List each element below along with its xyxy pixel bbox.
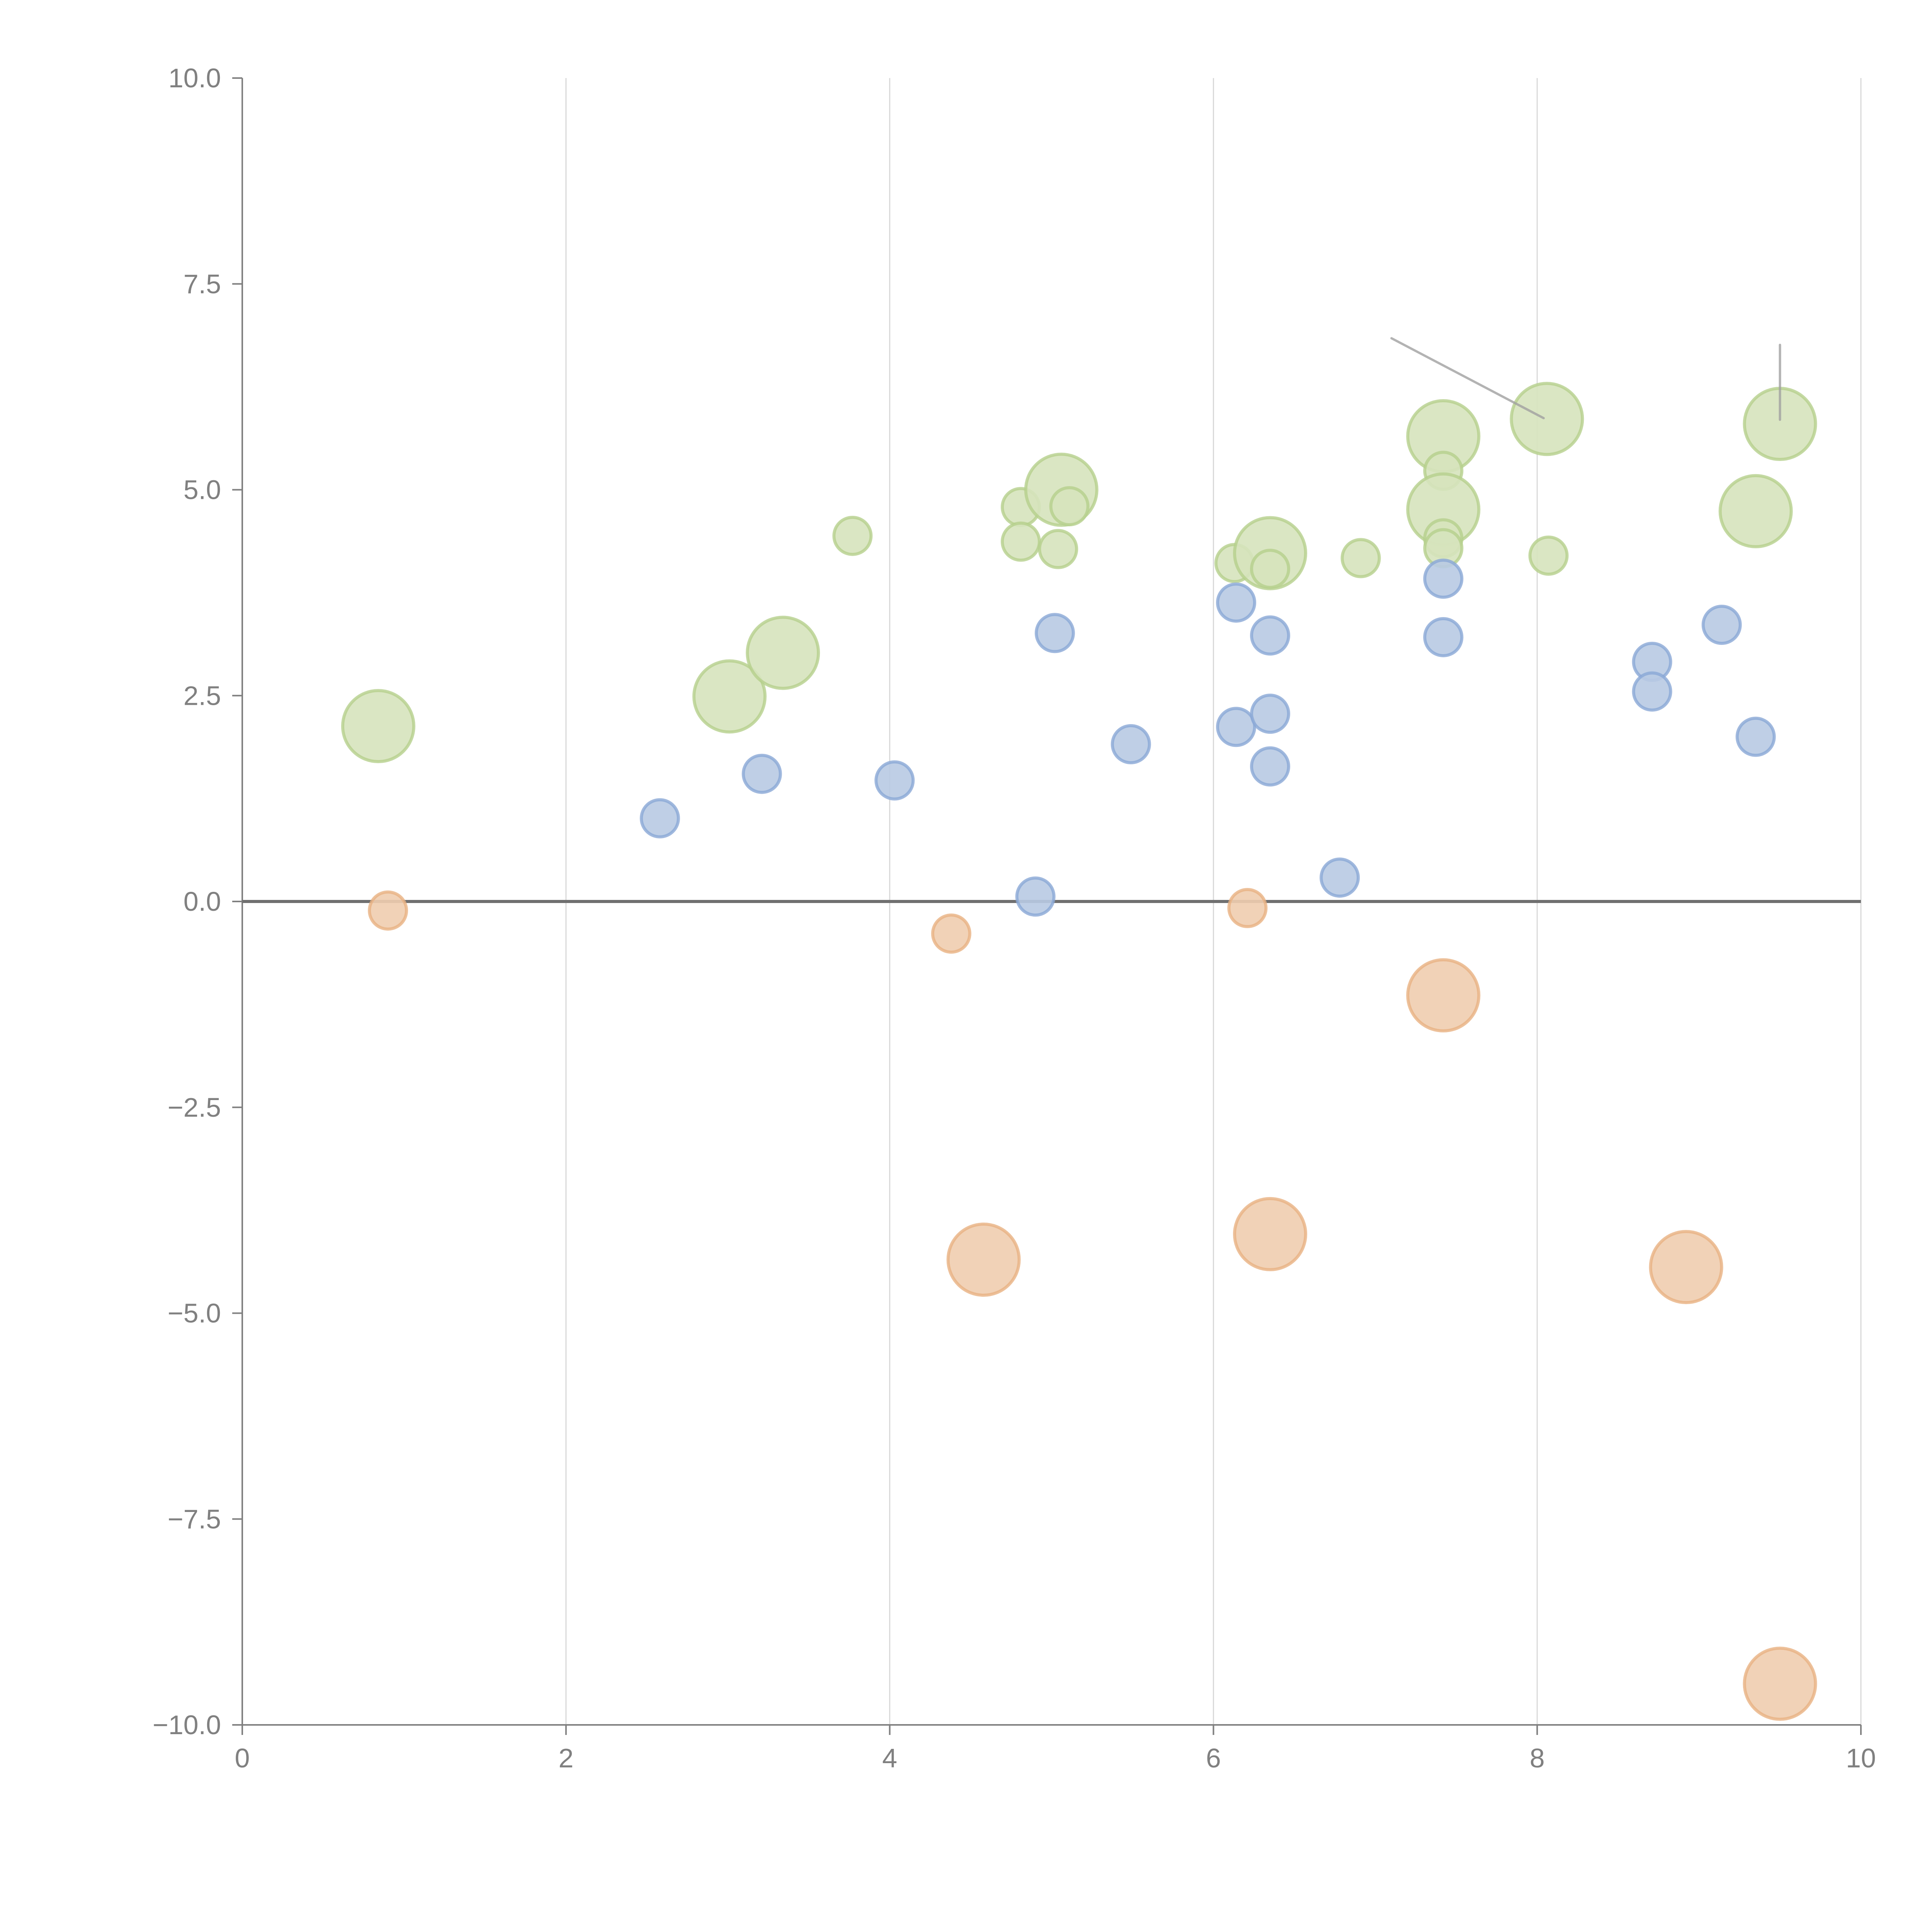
green-bubble <box>1510 382 1584 456</box>
green-bubble <box>341 689 415 764</box>
green-bubble <box>1340 538 1381 578</box>
blue-bubble <box>742 753 782 794</box>
orange-bubble <box>931 913 971 954</box>
blue-bubble <box>1423 558 1464 599</box>
green-bubble <box>1000 521 1041 562</box>
orange-bubble <box>1233 1197 1308 1271</box>
orange-bubble <box>946 1222 1021 1297</box>
x-tick-label: 0 <box>235 1743 250 1773</box>
axes: 10.0 7.5 5.0 2.5 0.0 −2.5 −5.0 −7.5 −10.0 0 2 4 6 8 10 <box>153 63 1876 1773</box>
green-bubble <box>1718 474 1793 548</box>
orange-bubble <box>1227 888 1268 929</box>
green-bubble <box>1528 535 1569 576</box>
x-tick-label: 6 <box>1206 1743 1221 1773</box>
blue-bubble <box>874 760 915 801</box>
y-tick-label: −10.0 <box>153 1710 221 1740</box>
blue-bubble <box>1250 615 1291 656</box>
y-tick-label: 0.0 <box>184 886 221 917</box>
blue-bubble <box>1632 671 1672 712</box>
green-bubble <box>692 659 767 734</box>
green-bubble <box>746 616 820 690</box>
y-tick-label: 2.5 <box>184 680 221 711</box>
y-tick-label: 5.0 <box>184 475 221 505</box>
blue-bubble <box>1216 582 1257 623</box>
blue-bubble <box>1034 613 1075 653</box>
blue-bubble <box>1216 707 1257 747</box>
orange-bubble <box>1743 1646 1817 1721</box>
annotation-lines <box>1390 337 1781 421</box>
y-tick-label: 10.0 <box>168 63 221 93</box>
blue-bubble <box>1423 617 1464 657</box>
y-tick-label: −2.5 <box>168 1092 221 1122</box>
y-tick-label: 7.5 <box>184 269 221 299</box>
orange-bubble <box>368 890 408 931</box>
x-tick-label: 8 <box>1530 1743 1545 1773</box>
blue-bubble <box>1250 746 1291 787</box>
blue-bubble <box>1250 694 1291 734</box>
y-tick-label: −5.0 <box>168 1298 221 1328</box>
x-tick-label: 4 <box>882 1743 897 1773</box>
data-marks <box>341 382 1817 1721</box>
x-tick-label: 10 <box>1846 1743 1876 1773</box>
blue-bubble <box>639 798 680 838</box>
orange-bubble <box>1649 1230 1723 1304</box>
green-bubble <box>1250 549 1291 589</box>
green-bubble <box>832 515 873 556</box>
blue-bubble <box>1735 716 1776 757</box>
blue-bubble <box>1701 604 1742 645</box>
green-bubble <box>1049 486 1090 527</box>
x-tick-label: 2 <box>558 1743 573 1773</box>
y-tick-label: −7.5 <box>168 1504 221 1534</box>
blue-bubble <box>1015 876 1056 917</box>
blue-bubble <box>1320 857 1360 898</box>
blue-bubble <box>1111 724 1151 764</box>
orange-bubble <box>1406 958 1481 1032</box>
annotation-line <box>1390 337 1545 420</box>
green-bubble <box>1038 529 1078 569</box>
